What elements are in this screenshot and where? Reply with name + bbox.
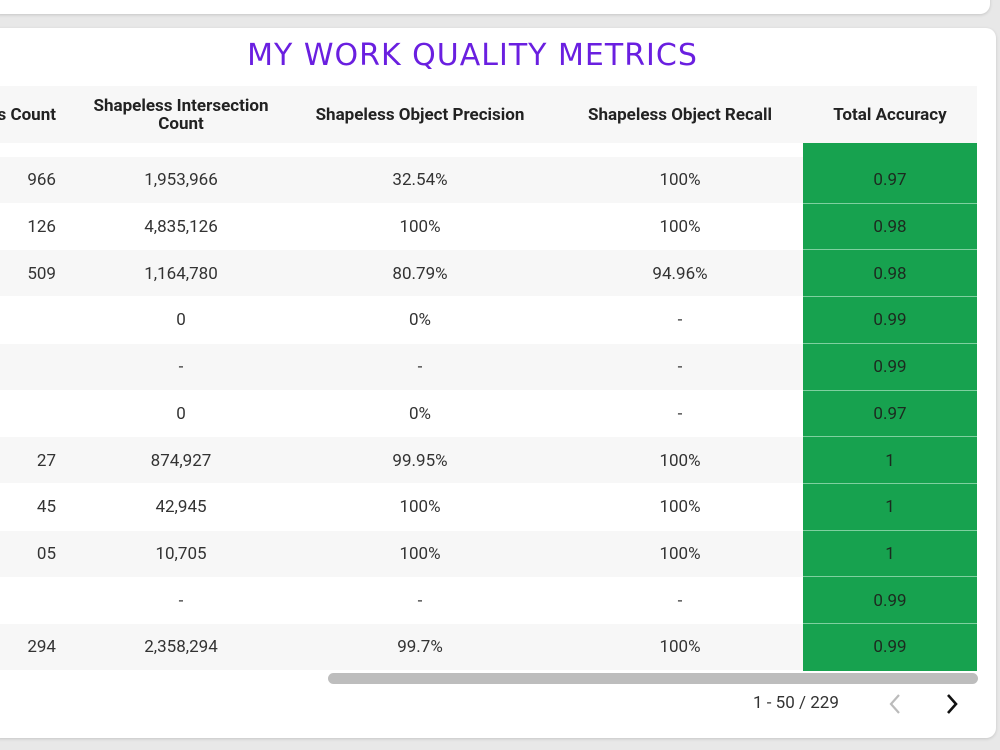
row-stripe <box>0 343 803 390</box>
row-divider <box>803 342 977 344</box>
table-cell: - <box>677 310 683 331</box>
title: MY WORK QUALITY METRICS <box>247 38 698 73</box>
accuracy-cell: 1 <box>885 497 895 518</box>
table-cell: 42,945 <box>155 497 207 518</box>
row-stripe <box>0 250 803 297</box>
table-cell: 0% <box>408 403 431 424</box>
column-header: Shapeless Intersection Count <box>93 95 269 134</box>
table-cell: 100% <box>659 217 701 238</box>
table-cell: 10,705 <box>155 543 207 564</box>
table-cell: - <box>178 357 184 378</box>
column-header: Shapeless Object Precision <box>315 104 525 125</box>
row-divider <box>803 436 977 438</box>
table-cell: 1,953,966 <box>144 170 218 191</box>
table-cell: 0 <box>176 310 186 331</box>
accuracy-cell: 0.97 <box>873 403 907 424</box>
upper-card <box>0 0 990 14</box>
table-cell: 2,358,294 <box>144 637 218 658</box>
table-cell: 99.95% <box>392 450 448 471</box>
row-stripe <box>0 157 803 203</box>
accuracy-cell: 0.99 <box>873 590 907 611</box>
accuracy-cell: 1 <box>885 543 895 564</box>
column-header: ess Count <box>0 104 56 125</box>
table-cell: 100% <box>659 497 701 518</box>
table-cell: - <box>677 403 683 424</box>
row-stripe <box>0 437 803 484</box>
page-range: 1 - 50 / 229 <box>753 693 839 713</box>
accuracy-cell: 0.99 <box>873 310 907 331</box>
table-cell: 100% <box>399 217 441 238</box>
table-cell: 32.54% <box>392 170 448 191</box>
accuracy-cell: 0.99 <box>873 637 907 658</box>
table-cell: 100% <box>399 497 441 518</box>
row-divider <box>803 389 977 391</box>
table-cell: - <box>178 590 184 611</box>
table-cell: - <box>677 590 683 611</box>
table-cell: 4,835,126 <box>144 217 218 238</box>
table-cell: 294 <box>27 637 56 658</box>
row-stripe <box>0 624 803 670</box>
table-cell: 100% <box>659 637 701 658</box>
table-cell: 100% <box>659 170 701 191</box>
accuracy-cell: 0.99 <box>873 357 907 378</box>
scrollbar[interactable] <box>328 673 978 684</box>
table-cell: - <box>417 590 423 611</box>
table-cell: 80.79% <box>392 263 448 284</box>
row-divider <box>803 249 977 251</box>
row-divider <box>803 576 977 578</box>
row-divider <box>803 482 977 484</box>
row-divider <box>803 529 977 531</box>
table-cell: 99.7% <box>397 637 443 658</box>
table-cell: - <box>417 357 423 378</box>
table-cell: 100% <box>659 543 701 564</box>
accuracy-cell: 0.98 <box>873 217 907 238</box>
row-divider <box>803 623 977 624</box>
table-cell: 966 <box>27 170 56 191</box>
accuracy-cell: 1 <box>885 450 895 471</box>
table-cell: 1,164,780 <box>144 263 218 284</box>
row-divider <box>803 202 977 204</box>
table-cell: 27 <box>36 450 56 471</box>
table-cell: 100% <box>399 543 441 564</box>
accuracy-cell: 0.97 <box>873 170 907 191</box>
table-cell: 0% <box>408 310 431 331</box>
next-page[interactable] <box>941 692 963 716</box>
table-cell: 45 <box>36 497 56 518</box>
accuracy-cell: 0.98 <box>873 263 907 284</box>
table-cell: 94.96% <box>652 263 708 284</box>
table-cell: 100% <box>659 450 701 471</box>
table-cell: 126 <box>27 217 56 238</box>
table-cell: 0 <box>176 403 186 424</box>
table-cell: 874,927 <box>150 450 212 471</box>
row-divider <box>803 296 977 298</box>
table-cell: - <box>677 357 683 378</box>
row-stripe <box>0 530 803 577</box>
header-row <box>0 86 977 143</box>
column-header: Total Accuracy <box>833 104 947 125</box>
table-cell: 509 <box>27 263 56 284</box>
accuracy-column <box>803 143 977 671</box>
table-cell: 05 <box>36 543 56 564</box>
column-header: Shapeless Object Recall <box>588 104 772 125</box>
prev-page[interactable] <box>884 692 906 716</box>
